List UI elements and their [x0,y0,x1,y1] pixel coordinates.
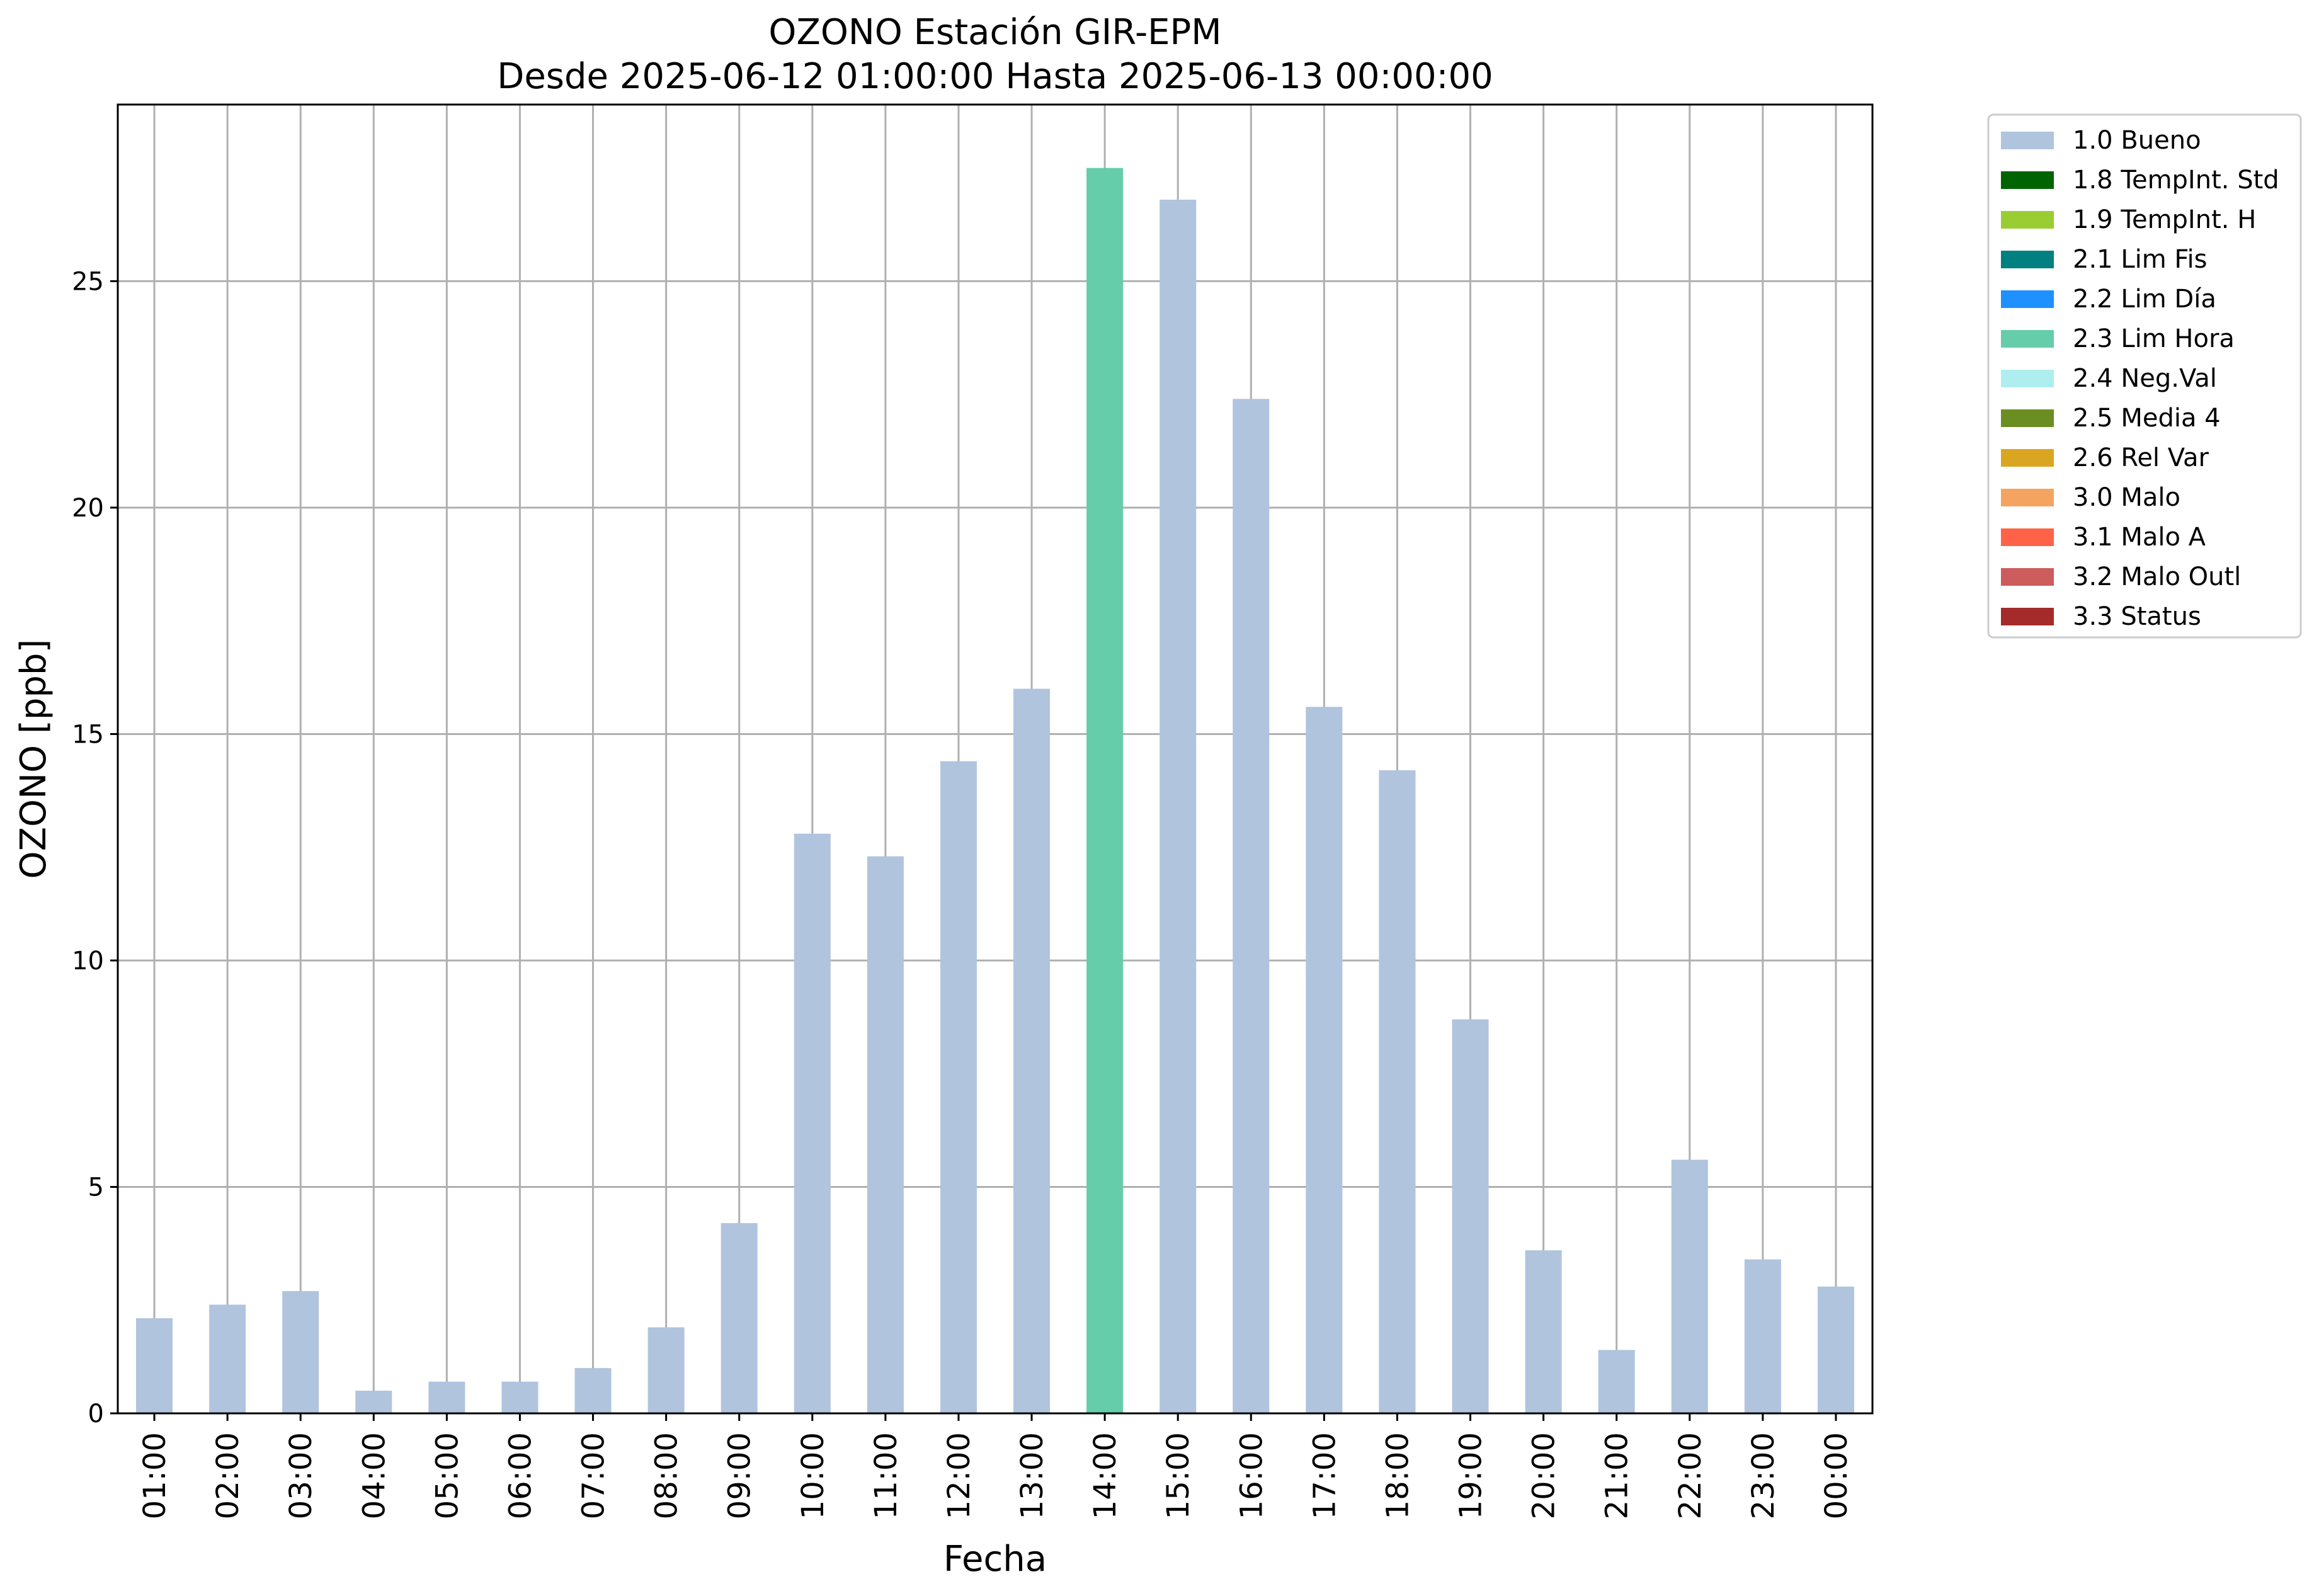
x-tick-label: 07:00 [576,1432,612,1519]
legend-entry: 2.4 Neg.Val [2073,364,2217,393]
bar-1300 [1013,688,1051,1413]
x-tick-label: 18:00 [1380,1432,1415,1519]
bar-1200 [940,761,977,1413]
plot-frame [117,103,1874,1415]
x-tick-label: 21:00 [1600,1432,1635,1519]
x-tick-label: 15:00 [1161,1432,1196,1519]
x-tick-label: 08:00 [649,1432,685,1519]
y-tick-label: 20 [72,494,104,523]
chart-subtitle: Desde 2025-06-12 01:00:00 Hasta 2025-06-… [497,56,1493,97]
x-tick-label: 01:00 [137,1432,173,1519]
legend-entry: 2.2 Lim Día [2073,285,2216,314]
legend-swatch [2001,330,2054,348]
bar-0000 [1817,1286,1854,1413]
bar-1100 [867,856,904,1413]
bar-2200 [1671,1160,1708,1413]
bar-1400 [1086,168,1124,1414]
x-tick-label: 05:00 [430,1432,465,1519]
bar-2300 [1744,1259,1781,1413]
x-tick-label: 00:00 [1819,1432,1854,1519]
bar-0900 [721,1223,758,1413]
x-tick-label: 17:00 [1307,1432,1342,1519]
legend-swatch [2001,370,2054,387]
x-tick-label: 19:00 [1454,1432,1489,1519]
legend-frame [1987,113,2302,639]
legend-entry: 1.0 Bueno [2073,126,2201,155]
bar-2100 [1598,1350,1635,1413]
y-tick-label: 25 [72,267,104,296]
bar-0100 [136,1318,173,1413]
x-tick-label: 02:00 [210,1432,246,1519]
legend-entry: 3.2 Malo Outl [2073,562,2241,591]
bar-1900 [1452,1019,1489,1413]
chart-title: OZONO Estación GIR-EPM [768,12,1221,53]
x-tick-label: 06:00 [503,1432,538,1519]
legend-entry: 2.6 Rel Var [2073,443,2209,472]
bar-0700 [574,1368,612,1413]
legend-swatch [2001,489,2054,506]
bars [136,168,1854,1414]
bar-1500 [1160,199,1197,1413]
y-tick-label: 10 [72,947,104,976]
x-tick-label: 09:00 [722,1432,758,1519]
legend-swatch [2001,251,2054,268]
bar-0300 [282,1291,319,1413]
bar-0400 [355,1391,392,1413]
bar-1700 [1306,707,1343,1413]
bar-1600 [1233,399,1270,1413]
legend-swatch [2001,290,2054,308]
legend-swatch [2001,171,2054,189]
x-axis-ticks: 01:00 02:00 03:00 04:00 05:00 06:00 07:00 08:00… [137,1413,1854,1519]
legend-swatch [2001,132,2054,149]
legend-entry: 3.3 Status [2073,602,2201,631]
bar-1800 [1379,770,1416,1413]
x-tick-label: 16:00 [1234,1432,1269,1519]
legend-swatch [2001,568,2054,586]
bar-0200 [209,1304,246,1413]
legend-entry: 2.1 Lim Fis [2073,245,2207,274]
x-tick-label: 23:00 [1746,1432,1781,1519]
y-axis-label: OZONO [ppb] [13,639,54,879]
x-tick-label: 13:00 [1015,1432,1050,1519]
bar-0600 [501,1381,538,1413]
y-tick-label: 5 [88,1173,104,1202]
y-axis-ticks: 0 5 10 15 20 25 [72,267,118,1428]
legend: 1.0 Bueno 1.8 TempInt. Std 1.9 TempInt. H 2… [1987,113,2302,639]
bar-0800 [647,1327,685,1413]
x-tick-label: 14:00 [1088,1432,1123,1519]
legend-entry: 2.3 Lim Hora [2073,324,2235,353]
legend-entry: 2.5 Media 4 [2073,404,2221,433]
legend-swatch [2001,449,2054,467]
x-tick-label: 12:00 [942,1432,977,1519]
y-tick-label: 0 [88,1399,104,1428]
y-tick-label: 15 [72,720,104,749]
bar-0500 [428,1381,465,1413]
x-tick-label: 20:00 [1527,1432,1562,1519]
bar-1000 [794,833,831,1413]
legend-entry: 3.1 Malo A [2073,523,2206,552]
legend-entry: 1.9 TempInt. H [2073,205,2256,234]
legend-swatch [2001,211,2054,229]
legend-swatch [2001,608,2054,625]
legend-entry: 3.0 Malo [2073,483,2180,512]
x-axis-label: Fecha [943,1539,1047,1580]
legend-entry: 1.8 TempInt. Std [2073,166,2279,195]
x-tick-label: 03:00 [283,1432,319,1519]
x-tick-label: 04:00 [356,1432,392,1519]
legend-swatch [2001,409,2054,427]
x-tick-label: 22:00 [1673,1432,1708,1519]
x-tick-label: 10:00 [795,1432,831,1519]
x-tick-label: 11:00 [869,1432,904,1519]
bar-2000 [1525,1250,1562,1413]
legend-swatch [2001,528,2054,546]
